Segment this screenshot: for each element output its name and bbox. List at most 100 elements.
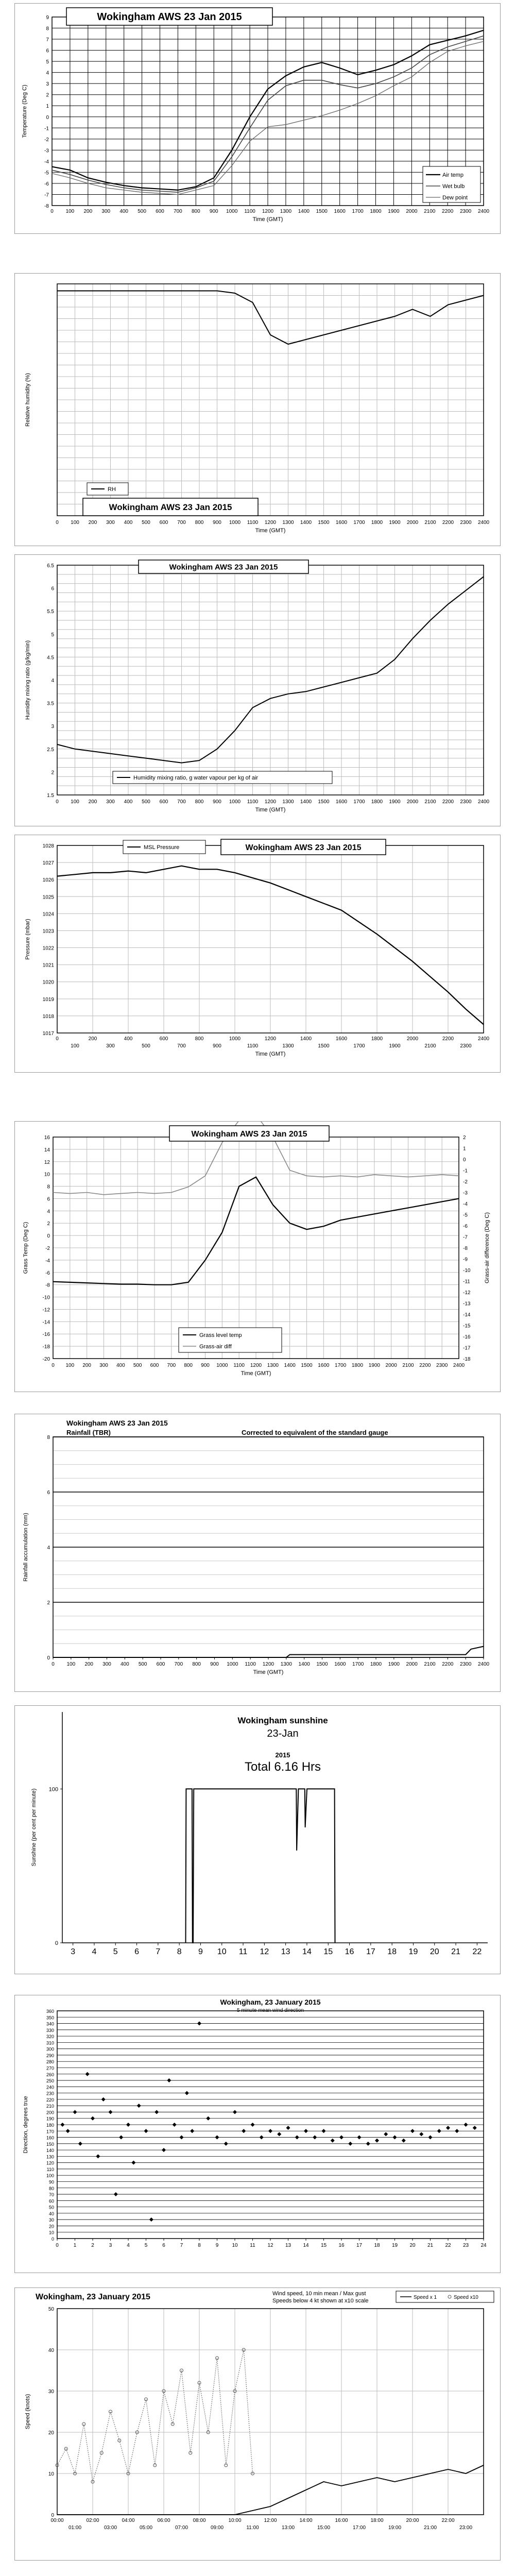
direction-point	[73, 2110, 77, 2114]
direction-point	[304, 2129, 308, 2133]
y-axis-label: Speed (knots)	[25, 2394, 31, 2429]
x-tick-label: 300	[106, 520, 115, 526]
y-tick-label: -6	[44, 181, 49, 187]
x-tick-label: 700	[177, 520, 186, 526]
plot-frame	[57, 2010, 484, 2239]
x-tick-label: 1300	[267, 1363, 279, 1368]
chart-panel-grass-temp: -20 -18 -16 -14 -12 -10 -8 -6 -4 -2 0 2 4 6 8 10 12 14 16-…	[14, 1121, 501, 1392]
x-tick-label: 1	[74, 2243, 77, 2248]
x-tick-label: 1700	[352, 209, 364, 214]
direction-point	[437, 2129, 441, 2133]
x-tick-label: 23:00	[459, 2525, 472, 2531]
legend-label: Air temp	[442, 172, 464, 178]
x-tick-label: 12	[267, 2243, 273, 2248]
x-tick-label: 1800	[352, 1363, 364, 1368]
x-tick-label: 2200	[419, 1363, 431, 1368]
x-tick-label: 12:00	[264, 2518, 277, 2523]
x-tick-label: 10	[232, 2243, 238, 2248]
y-axis-label: Direction, degrees true	[23, 2096, 29, 2153]
x-tick-label: 1000	[229, 799, 241, 805]
x-tick-label: 500	[142, 799, 150, 805]
y-tick-label: 8	[46, 26, 49, 32]
chart-rainfall: 0 2 4 6 8 0 100 200 300 400 500 600 700 800 900 1000 110…	[23, 1419, 490, 1675]
y-right-tick-label: -16	[463, 1334, 471, 1340]
y-right-tick-label: -18	[463, 1357, 471, 1362]
legend-label: Dew point	[442, 195, 468, 201]
direction-point	[339, 2135, 344, 2140]
y-tick-label: 2	[46, 93, 49, 98]
x-tick-label: 10	[217, 1947, 227, 1956]
y-tick-label: -8	[45, 1283, 50, 1289]
x-tick-label: 1200	[265, 520, 277, 526]
y-tick-label: 8	[47, 1435, 50, 1440]
x-tick-label: 07:00	[175, 2525, 188, 2531]
y-tick-label: 3	[46, 81, 49, 87]
x-tick-label: 1700	[353, 799, 365, 805]
chart-subtitle: Wind speed, 10 min mean / Max gust	[272, 2291, 366, 2297]
speed-x10-point	[117, 2438, 122, 2443]
x-tick-label: 2200	[442, 1662, 454, 1667]
direction-point	[277, 2132, 282, 2137]
y-tick-label: 1020	[43, 980, 55, 986]
x-tick-label: 2200	[442, 799, 454, 805]
y-tick-label: 290	[46, 2053, 54, 2058]
x-tick-label: 9	[198, 1947, 203, 1956]
y-right-tick-label: -7	[463, 1235, 468, 1241]
x-tick-label: 1200	[250, 1363, 262, 1368]
direction-point	[295, 2135, 299, 2140]
direction-point	[392, 2135, 397, 2140]
x-tick-label: 5	[145, 2243, 148, 2248]
y-tick-label: 140	[46, 2148, 54, 2153]
y-tick-label: 4	[46, 71, 49, 76]
y-tick-label: 350	[46, 2015, 54, 2020]
speed-x10-point	[170, 2422, 175, 2426]
x-tick-label: 100	[66, 209, 75, 214]
y-tick-label: 280	[46, 2059, 54, 2064]
y-tick-label: -18	[43, 1344, 50, 1350]
x-tick-label: 1400	[298, 209, 310, 214]
series-line-dew-point	[52, 41, 484, 195]
x-tick-label: 1600	[336, 799, 348, 805]
x-tick-label: 400	[124, 1036, 133, 1042]
direction-point	[190, 2129, 195, 2133]
legend-label: Humidity mixing ratio, g water vapour pe…	[133, 775, 258, 781]
x-tick-label: 1500	[301, 1363, 313, 1368]
x-tick-label: 1900	[388, 1662, 400, 1667]
legend-swatch	[448, 2295, 452, 2299]
y-tick-label: 1028	[43, 843, 55, 849]
x-tick-label: 00:00	[50, 2518, 63, 2523]
speed-x10-point	[233, 2389, 237, 2393]
y-right-tick-label: -3	[463, 1191, 468, 1196]
x-tick-label: 2300	[460, 1043, 472, 1049]
y-tick-label: 1027	[43, 860, 55, 866]
y-tick-label: 2.5	[47, 747, 54, 753]
y-tick-label: 110	[47, 2167, 54, 2172]
x-tick-label: 2300	[460, 209, 472, 214]
x-tick-label: 500	[142, 520, 150, 526]
direction-point	[419, 2132, 424, 2137]
y-right-tick-label: -6	[463, 1224, 468, 1229]
direction-point	[472, 2126, 477, 2130]
speed-x10-point	[153, 2463, 157, 2467]
x-tick-label: 400	[116, 1363, 125, 1368]
x-tick-label: 1100	[247, 1043, 259, 1049]
chart-title: Wokingham AWS 23 Jan 2015	[66, 1419, 168, 1427]
x-tick-label: 1400	[300, 799, 312, 805]
legend	[87, 482, 129, 496]
legend	[112, 771, 333, 784]
chart-title: Wokingham sunshine	[237, 1716, 328, 1725]
y-tick-label: 9	[46, 15, 49, 21]
direction-point	[224, 2141, 228, 2146]
y-tick-label: 0	[47, 1233, 50, 1239]
direction-point	[78, 2141, 82, 2146]
x-tick-label: 16:00	[335, 2518, 348, 2523]
x-tick-label: 300	[102, 1662, 111, 1667]
chart-year: 2015	[276, 1751, 290, 1759]
y-axis-label: Sunshine (per cent per minute)	[31, 1788, 37, 1866]
x-tick-label: 1800	[370, 209, 382, 214]
series-line-rainfall	[53, 1646, 484, 1658]
x-tick-label: 1700	[353, 1043, 365, 1049]
y-tick-label: 4	[51, 678, 54, 684]
x-tick-label: 22	[445, 2243, 451, 2248]
x-tick-label: 1700	[352, 1662, 364, 1667]
